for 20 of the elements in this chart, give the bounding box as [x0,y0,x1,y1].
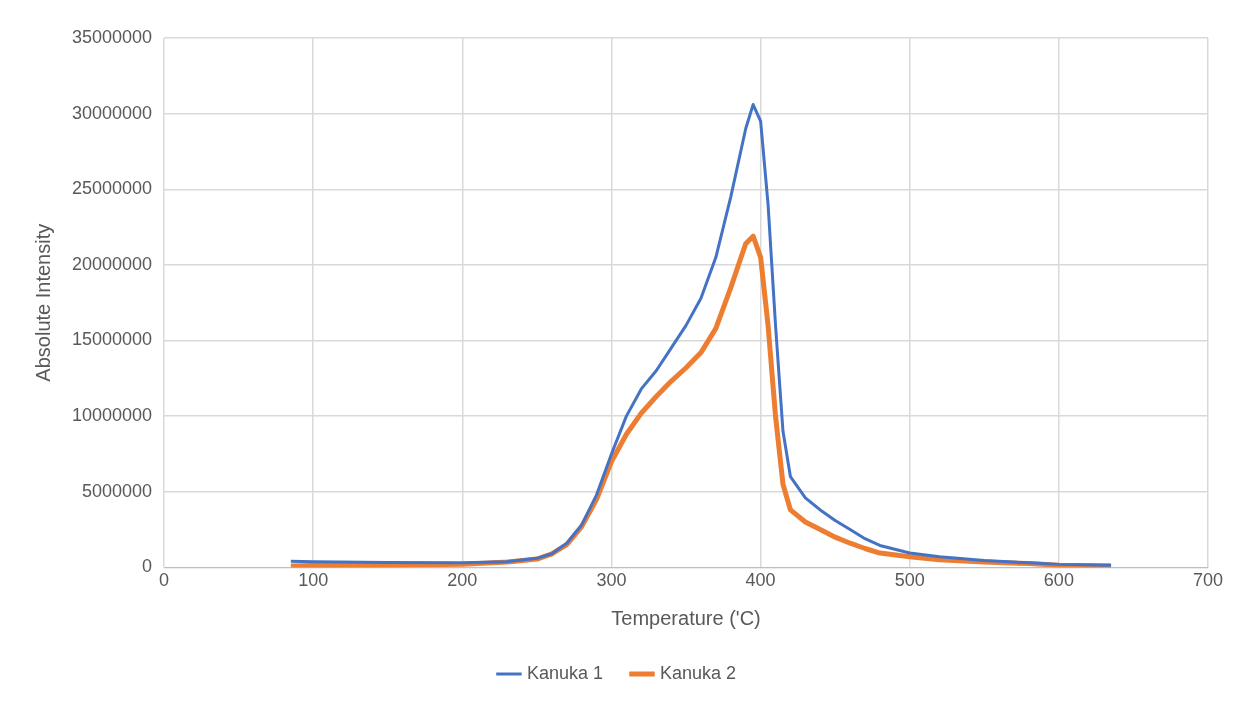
x-axis-title: Temperature ('C) [611,606,761,629]
x-tick-label: 600 [1043,570,1074,591]
y-tick-label: 35000000 [71,26,153,47]
legend-label: Kanuka 2 [660,662,737,683]
x-tick-label: 700 [1192,570,1224,591]
y-tick-label: 15000000 [71,329,153,350]
x-tick-label: 100 [298,570,329,591]
y-tick-label: 0 [142,556,153,577]
y-tick-label: 5000000 [82,480,153,501]
x-tick-label: 400 [745,570,776,591]
x-tick-label: 0 [159,570,170,591]
y-tick-label: 30000000 [71,102,153,123]
x-tick-label: 300 [596,570,627,591]
x-tick-label: 500 [894,570,925,591]
y-tick-label: 10000000 [71,405,153,426]
y-tick-label: 25000000 [71,178,153,199]
x-tick-label: 200 [447,570,478,591]
legend-label: Kanuka 1 [526,662,603,683]
y-axis-title: Absolute Intensity [31,223,54,382]
y-tick-label: 20000000 [71,253,153,274]
